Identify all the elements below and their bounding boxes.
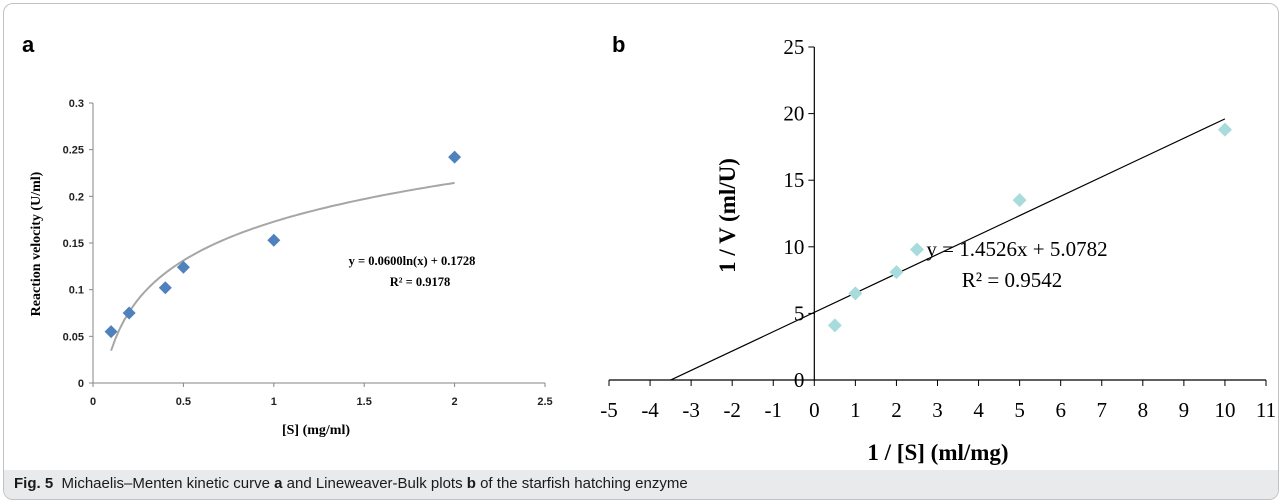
panel-b-x-tick-label: 3 bbox=[932, 398, 943, 422]
panel-b-x-tick-label: -5 bbox=[600, 398, 618, 422]
panel-a-x-tick-label: 2 bbox=[452, 396, 458, 408]
panel-b-x-tick-label: 11 bbox=[1256, 398, 1276, 422]
panel-b-y-tick-label: 25 bbox=[783, 35, 804, 59]
figure-frame bbox=[3, 3, 1279, 500]
panel-b-x-tick-label: 4 bbox=[973, 398, 984, 422]
panel-b-y-tick-label: 15 bbox=[783, 168, 804, 192]
panel-a-data-point bbox=[176, 260, 190, 274]
panel-b-data-point bbox=[909, 242, 924, 257]
caption-text-3: of the starfish hatching enzyme bbox=[480, 475, 688, 492]
panel-a-y-tick-label: 0.05 bbox=[63, 331, 84, 343]
panel-b-x-tick-label: 9 bbox=[1179, 398, 1190, 422]
panel-b-y-tick-label: 0 bbox=[794, 368, 805, 392]
caption-text-2: and Lineweaver-Bulk plots bbox=[286, 475, 463, 492]
panel-a-x-tick-label: 1 bbox=[271, 396, 277, 408]
panel-b-x-tick-label: -1 bbox=[765, 398, 783, 422]
caption-bar bbox=[4, 470, 1278, 499]
panel-b-equation: y = 1.4526x + 5.0782 bbox=[926, 237, 1107, 261]
panel-a: a 0 0.05 0.1 0.15 0.2 0.25 0.3 0 0.5 1 1.5 2 2.5 [S] (… bbox=[22, 32, 553, 438]
panel-a-trendline bbox=[110, 181, 455, 352]
panel-b-data-point bbox=[827, 318, 842, 333]
figure-caption: Fig. 5 Michaelis–Menten kinetic curve a … bbox=[14, 475, 688, 492]
panel-b-x-axis-title: 1 / [S] (ml/mg) bbox=[867, 440, 1008, 465]
panel-b-data-point bbox=[1012, 193, 1027, 208]
panel-a-x-tick-label: 1.5 bbox=[357, 396, 372, 408]
panel-a-label: a bbox=[22, 32, 35, 57]
caption-bold-a: a bbox=[274, 475, 283, 492]
caption-text-1: Michaelis–Menten kinetic curve bbox=[61, 475, 270, 492]
panel-a-y-tick-label: 0.25 bbox=[63, 145, 84, 157]
panel-b-x-tick-label: 0 bbox=[809, 398, 820, 422]
panel-a-x-tick-label: 0.5 bbox=[176, 396, 191, 408]
panel-a-y-axis-title: Reaction velocity (U/ml) bbox=[29, 171, 44, 316]
panel-a-y-tick-label: 0.1 bbox=[69, 285, 84, 297]
panel-b: b 0 5 10 15 20 25 -5 -4 -3 -2 -1 0 1 2 3 4 5 6 7 8 9 10 11 1 / [… bbox=[600, 32, 1276, 465]
panel-b-y-tick-label: 10 bbox=[783, 235, 804, 259]
panel-b-x-tick-label: 1 bbox=[850, 398, 861, 422]
panel-a-data-point bbox=[122, 306, 136, 320]
panel-b-x-tick-label: 7 bbox=[1097, 398, 1108, 422]
panel-b-trendline bbox=[670, 118, 1226, 381]
panel-b-x-tick-label: 8 bbox=[1138, 398, 1149, 422]
caption-label: Fig. 5 bbox=[14, 475, 54, 492]
panel-b-r-squared: R² = 0.9542 bbox=[962, 268, 1062, 292]
panel-b-x-tick-label: -3 bbox=[682, 398, 700, 422]
panel-b-x-tick-label: 6 bbox=[1055, 398, 1066, 422]
panel-a-data-point bbox=[104, 325, 118, 339]
panel-b-x-tick-label: -2 bbox=[723, 398, 741, 422]
caption-bold-b: b bbox=[466, 475, 476, 492]
panel-b-label: b bbox=[612, 32, 625, 57]
panel-b-y-tick-label: 20 bbox=[783, 102, 804, 126]
panel-a-data-point bbox=[448, 150, 462, 164]
panel-b-x-tick-label: 2 bbox=[891, 398, 902, 422]
panel-a-x-tick-label: 0 bbox=[90, 396, 96, 408]
panel-b-y-axis-title: 1 / V (ml/U) bbox=[715, 158, 740, 273]
panel-a-equation: y = 0.0600ln(x) + 0.1728 bbox=[349, 254, 476, 268]
panel-a-r-squared: R² = 0.9178 bbox=[390, 275, 451, 289]
panel-a-data-point bbox=[158, 281, 172, 295]
panel-a-y-tick-label: 0.2 bbox=[69, 191, 84, 203]
panel-b-data-point bbox=[1217, 122, 1232, 137]
panel-b-data-point bbox=[848, 286, 863, 301]
panel-a-y-tick-label: 0.15 bbox=[63, 238, 84, 250]
panel-b-y-tick-label: 5 bbox=[794, 301, 805, 325]
panel-a-x-axis-title: [S] (mg/ml) bbox=[282, 423, 350, 438]
panel-b-x-tick-label: 5 bbox=[1014, 398, 1025, 422]
panel-b-x-tick-label: 10 bbox=[1214, 398, 1235, 422]
panel-a-y-tick-label: 0 bbox=[78, 378, 84, 390]
panel-a-data-point bbox=[267, 233, 281, 247]
panel-b-data-point bbox=[889, 265, 904, 280]
panel-b-x-tick-label: -4 bbox=[641, 398, 659, 422]
panel-a-x-tick-label: 2.5 bbox=[537, 396, 552, 408]
panel-a-y-tick-label: 0.3 bbox=[69, 98, 84, 110]
